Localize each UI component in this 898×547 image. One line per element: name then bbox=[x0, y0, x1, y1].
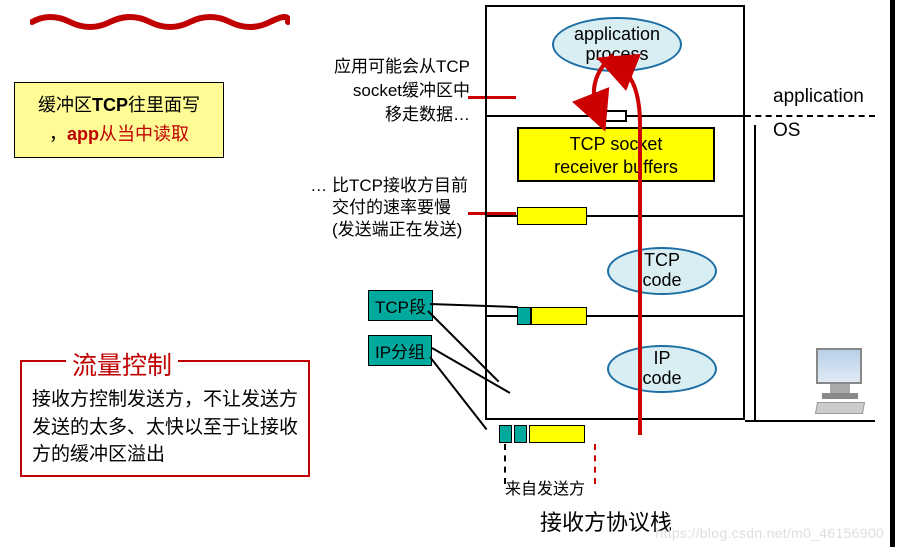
app-os-divider bbox=[745, 115, 875, 117]
right-edge-rule bbox=[890, 0, 895, 547]
computer-icon bbox=[816, 348, 864, 414]
txt: TCP bbox=[92, 95, 128, 115]
lbl: IP分组 bbox=[375, 343, 425, 362]
app-note: 应用可能会从TCP socket缓冲区中 移走数据… bbox=[300, 55, 470, 126]
right-os-label: OS bbox=[773, 120, 800, 142]
txt: 从当中读取 bbox=[99, 124, 189, 144]
l3: 移走数据… bbox=[300, 103, 470, 127]
data-flow-arrows bbox=[485, 5, 745, 445]
ground-line bbox=[745, 420, 875, 422]
wavy-underline bbox=[30, 10, 290, 35]
buffer-note-box: 缓冲区TCP往里面写 ，app从当中读取 bbox=[14, 82, 224, 158]
ip-pkt-tag: IP分组 bbox=[368, 335, 432, 366]
l2: socket缓冲区中 bbox=[300, 79, 470, 103]
l3: (发送端正在发送) bbox=[332, 219, 468, 241]
tcp-seg-tag: TCP段 bbox=[368, 290, 433, 321]
sender-label: 来自发送方 bbox=[505, 475, 585, 499]
txt: app bbox=[67, 124, 99, 144]
l1: 应用可能会从TCP bbox=[300, 55, 470, 79]
watermark: https://blog.csdn.net/m0_46156900 bbox=[655, 525, 884, 541]
flow-title: 流量控制 bbox=[66, 346, 178, 382]
l0: … bbox=[310, 176, 327, 195]
txt: 缓冲区 bbox=[38, 95, 92, 115]
rate-note: … 比TCP接收方目前 交付的速率要慢 (发送端正在发送) bbox=[248, 175, 468, 241]
l2: 交付的速率要慢 bbox=[332, 197, 468, 219]
txt: ， bbox=[49, 124, 67, 144]
stack-caption: 接收方协议栈 bbox=[540, 505, 672, 537]
flow-control-box: 流量控制 接收方控制发送方，不让发送方发送的太多、太快以至于让接收方的缓冲区溢出 bbox=[20, 360, 310, 477]
l1: 比TCP接收方目前 bbox=[332, 175, 468, 197]
dash-v-2 bbox=[594, 444, 596, 484]
right-app-label: application bbox=[773, 86, 864, 108]
flow-body: 接收方控制发送方，不让发送方发送的太多、太快以至于让接收方的缓冲区溢出 bbox=[32, 386, 298, 469]
conn-4 bbox=[429, 356, 487, 430]
txt: 往里面写 bbox=[128, 95, 200, 115]
link-line bbox=[748, 125, 762, 420]
lbl: TCP段 bbox=[375, 298, 426, 317]
